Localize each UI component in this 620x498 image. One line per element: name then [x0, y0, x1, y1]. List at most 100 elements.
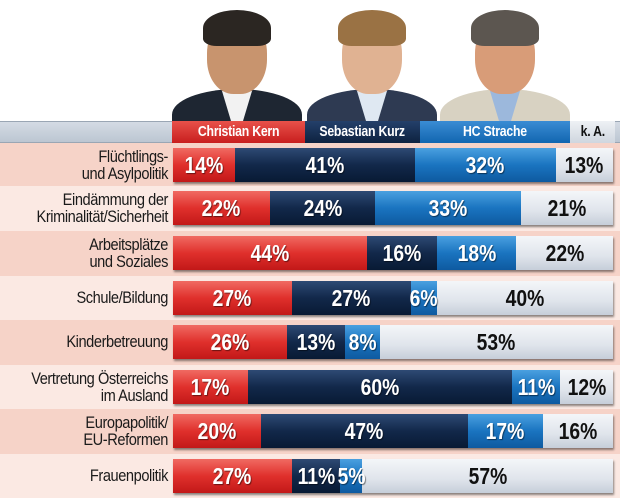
- candidate-portraits: [0, 0, 620, 121]
- segment-value: 41%: [305, 151, 345, 178]
- legend-christian-kern: Christian Kern: [172, 121, 305, 143]
- bar-segment-keine-angabe: 21%: [520, 191, 613, 225]
- bar-segment-christian-kern: 27%: [173, 281, 292, 315]
- segment-value: 8%: [348, 328, 377, 355]
- bar-segment-christian-kern: 17%: [173, 370, 248, 404]
- segment-value: 21%: [547, 194, 587, 221]
- stacked-bar: 20% 47% 17% 16%: [173, 414, 613, 448]
- segment-value: 47%: [345, 417, 384, 444]
- row-label-line1: Europapolitik/: [85, 413, 168, 432]
- segment-value: 11%: [297, 462, 335, 489]
- portrait-christian-kern: [172, 6, 302, 121]
- bar-segment-sebastian-kurz: 60%: [247, 370, 512, 404]
- row-label: Eindämmung der Kriminalität/Sicherheit: [0, 190, 169, 226]
- stacked-bar: 14% 41% 32% 13%: [173, 148, 613, 182]
- segment-value: 57%: [468, 462, 507, 489]
- row-label-line2: und Asylpolitik: [81, 164, 169, 183]
- portrait-hc-strache: [440, 6, 570, 121]
- segment-value: 14%: [184, 151, 224, 178]
- bar-segment-hc-strache: 6%: [409, 281, 438, 315]
- bar-segment-keine-angabe: 16%: [542, 414, 613, 448]
- row-label-line1: Arbeitsplätze: [89, 235, 168, 254]
- bar-segment-christian-kern: 44%: [173, 236, 367, 270]
- bar-segment-keine-angabe: 57%: [362, 459, 613, 493]
- segment-value: 24%: [303, 194, 342, 221]
- stacked-bar: 44% 16% 18% 22%: [173, 236, 613, 270]
- segment-value: 44%: [250, 239, 290, 266]
- segment-value: 11%: [517, 373, 555, 400]
- bar-segment-sebastian-kurz: 27%: [291, 281, 411, 315]
- segment-value: 40%: [505, 284, 545, 311]
- bar-segment-christian-kern: 22%: [173, 191, 270, 225]
- row-label-line1: Kinderbetreuung: [66, 332, 168, 351]
- bar-segment-christian-kern: 20%: [173, 414, 261, 448]
- bar-segment-keine-angabe: 40%: [436, 281, 613, 315]
- segment-value: 17%: [485, 417, 525, 444]
- row-label-line1: Schule/Bildung: [76, 288, 168, 307]
- bar-segment-christian-kern: 26%: [173, 325, 288, 359]
- segment-value: 53%: [477, 328, 516, 355]
- bar-segment-keine-angabe: 13%: [555, 148, 613, 182]
- stacked-bar: 27% 11% 5% 57%: [173, 459, 613, 493]
- segment-value: 13%: [296, 328, 336, 355]
- segment-value: 32%: [466, 151, 505, 178]
- bar-segment-keine-angabe: 53%: [379, 325, 613, 359]
- segment-value: 27%: [213, 462, 252, 489]
- row-label: Flüchtlings-und Asylpolitik: [0, 147, 169, 183]
- segment-value: 16%: [382, 239, 422, 266]
- stacked-bar: 26% 13% 8% 53%: [173, 325, 613, 359]
- bar-segment-hc-strache: 18%: [436, 236, 517, 270]
- bar-segment-christian-kern: 27%: [173, 459, 292, 493]
- legend-hc-strache: HC Strache: [420, 121, 570, 143]
- bar-segment-hc-strache: 32%: [414, 148, 556, 182]
- segment-value: 33%: [428, 194, 468, 221]
- segment-value: 22%: [545, 239, 584, 266]
- segment-value: 20%: [197, 417, 237, 444]
- segment-value: 17%: [191, 373, 230, 400]
- row-label-line2: und Soziales: [89, 252, 168, 271]
- row-label-line1: Frauenpolitik: [89, 466, 169, 485]
- segment-value: 18%: [457, 239, 496, 266]
- bar-segment-christian-kern: 14%: [173, 148, 235, 182]
- row-label-line2: im Ausland: [100, 386, 169, 405]
- bar-segment-sebastian-kurz: 13%: [287, 325, 345, 359]
- bar-segment-hc-strache: 17%: [467, 414, 543, 448]
- row-label: Kinderbetreuung: [0, 333, 168, 350]
- bar-segment-sebastian-kurz: 11%: [291, 459, 341, 493]
- segment-value: 6%: [409, 284, 438, 311]
- row-label-line2: EU-Reformen: [83, 430, 168, 449]
- bar-segment-hc-strache: 8%: [344, 325, 380, 359]
- bar-segment-sebastian-kurz: 47%: [261, 414, 468, 448]
- segment-value: 26%: [210, 328, 250, 355]
- bar-segment-hc-strache: 5%: [337, 459, 366, 493]
- row-label: Frauenpolitik: [0, 466, 169, 485]
- bar-segment-hc-strache: 33%: [375, 191, 521, 225]
- portrait-sebastian-kurz: [307, 6, 437, 121]
- legend-sebastian-kurz: Sebastian Kurz: [305, 121, 420, 143]
- segment-value: 60%: [360, 373, 400, 400]
- segment-value: 12%: [567, 373, 606, 400]
- bar-segment-keine-angabe: 22%: [516, 236, 613, 270]
- row-label-line1: Flüchtlings-: [98, 147, 168, 166]
- bar-segment-hc-strache: 11%: [511, 370, 561, 404]
- row-label-line1: Vertretung Österreichs: [31, 369, 169, 388]
- row-label-line1: Eindämmung der: [62, 190, 169, 209]
- row-label: Schule/Bildung: [0, 289, 168, 306]
- segment-value: 13%: [565, 151, 604, 178]
- segment-value: 27%: [331, 284, 371, 311]
- bar-segment-sebastian-kurz: 41%: [234, 148, 415, 182]
- segment-value: 22%: [202, 194, 241, 221]
- bar-segment-sebastian-kurz: 16%: [366, 236, 437, 270]
- stacked-bar: 27% 27% 6% 40%: [173, 281, 613, 315]
- stacked-bar: 17% 60% 11% 12%: [173, 370, 613, 404]
- row-label-line2: Kriminalität/Sicherheit: [36, 207, 169, 226]
- row-label: Arbeitsplätze und Soziales: [0, 236, 168, 270]
- bar-segment-keine-angabe: 12%: [560, 370, 613, 404]
- segment-value: 16%: [558, 417, 598, 444]
- row-label: Europapolitik/EU-Reformen: [0, 414, 168, 448]
- segment-value: 27%: [213, 284, 252, 311]
- segment-value: 5%: [337, 462, 366, 489]
- stacked-bar: 22% 24% 33% 21%: [173, 191, 613, 225]
- legend-keine-angabe: k. A.: [570, 121, 615, 143]
- row-label: Vertretung Österreichs im Ausland: [0, 370, 168, 404]
